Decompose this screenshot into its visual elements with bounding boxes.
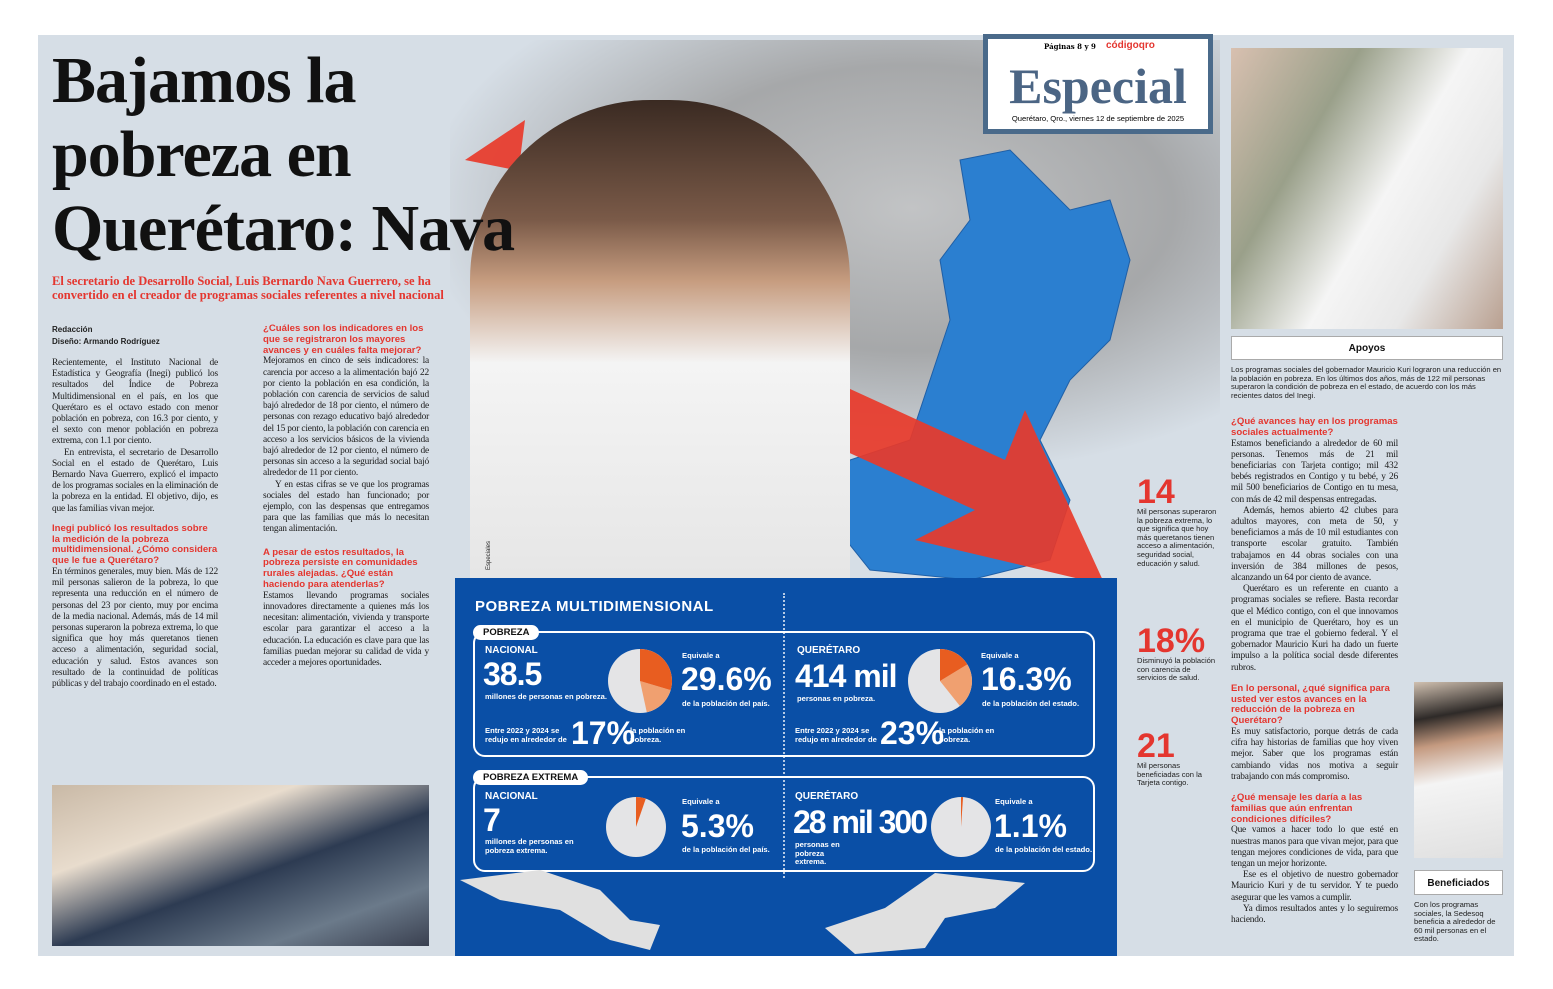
stat-value: 18% [1137,622,1206,660]
queretaro-label: QUERÉTARO [797,645,861,656]
answer: Estamos beneficiando a alrededor de 60 m… [1231,438,1398,505]
question: ¿Cuáles son los indicadores en los que s… [263,323,424,356]
answer: Que vamos a hacer todo lo que esté en nu… [1231,825,1398,870]
reduction-post: la población en pobreza. [939,726,995,744]
nacional-label: NACIONAL [485,645,538,656]
byline: Redacción [52,325,93,334]
queretaro-state-map-graphic [825,873,1025,954]
pie-slice-reduction [940,664,972,707]
pie-slice-percent [640,649,672,691]
article-column-2: ¿Cuáles son los indicadores en los que s… [263,315,429,669]
stat-value: 21 [1137,727,1175,765]
answer: Mejoramos en cinco de seis indicadores: … [263,356,429,479]
paragraph: En entrevista, el secretario de Desarrol… [52,447,218,514]
equiv-label: Equivale a [995,797,1033,806]
queretaro-value: 414 mil [795,658,898,694]
divider [783,593,785,878]
pie-slice-percent [940,649,968,681]
photo-credit: Especiales [486,540,492,570]
reduction-pct: 17% [571,715,636,751]
equiv-label: Equivale a [682,651,720,660]
stat-value: 14 [1137,473,1175,511]
extrema-tag: POBREZA EXTREMA [473,770,589,785]
dateline: Querétaro, Qro., viernes 12 de septiembr… [1011,114,1185,123]
nacional-value: 38.5 [483,656,542,692]
stat-14: 14 Mil personas superaron la pobreza ext… [1137,473,1217,568]
queretaro-pct: 1.1% [994,808,1067,844]
pct-of: de la población del estado. [982,699,1080,708]
nacional-pct: 5.3% [681,808,754,844]
answer: Además, hemos abierto 42 clubes para adu… [1231,505,1398,584]
nacional-pct: 29.6% [681,661,772,697]
beneficiados-caption: Con los programas sociales, la Sedesoq b… [1414,900,1496,944]
answer: Y en estas cifras se ve que los programa… [263,479,429,535]
nacional-unit: millones de personas en pobreza. [485,692,607,701]
queretaro-unit: personas en pobreza. [797,694,876,703]
pct-of: de la población del país. [682,845,770,854]
question: En lo personal, ¿qué significa para uste… [1231,682,1390,727]
nacional-unit: millones de personas en pobreza extrema. [485,837,574,855]
pie-slice-reduction [640,681,671,713]
nacional-value: 7 [483,802,501,838]
apoyos-title: Apoyos [1231,336,1503,360]
pie-chart-pobreza-nacional [608,649,672,713]
nacional-label: NACIONAL [485,791,538,802]
question: A pesar de estos resultados, la pobreza … [263,546,418,591]
equiv-label: Equivale a [981,651,1019,660]
poverty-infographic: POBREZA MULTIDIMENSIONAL POBREZA POBREZA… [455,578,1117,956]
apoyos-photo [1231,48,1503,329]
brand-logo: códigoqro [1106,40,1155,51]
queretaro-label: QUERÉTARO [795,791,859,802]
beneficiados-title: Beneficiados [1414,870,1503,895]
queretaro-value: 28 mil 300 [793,804,928,840]
equiv-label: Equivale a [682,797,720,806]
section-title: Especial [1009,58,1187,114]
stat-text: Mil personas beneficiadas con la Tarjeta… [1137,761,1203,788]
queretaro-pct: 16.3% [981,661,1072,697]
pie-slice-percent [636,797,646,827]
reduction-text: Entre 2022 y 2024 se redujo en alrededor… [485,726,567,744]
pobreza-tag: POBREZA [473,625,540,640]
apoyos-caption: Los programas sociales del gobernador Ma… [1231,365,1502,400]
stat-text: Disminuyó la población con carencia de s… [1137,656,1216,683]
paragraph: Recientemente, el Instituto Nacional de … [52,358,218,447]
answer: Querétaro es un referente en cuanto a pr… [1231,584,1398,673]
pct-of: de la población del país. [682,699,770,708]
reduction-text: Entre 2022 y 2024 se redujo en alrededor… [795,726,877,744]
design-credit: Diseño: Armando Rodríguez [52,337,160,346]
event-photo [52,785,429,946]
pie-chart-extrema-queretaro [931,797,991,857]
stat-18: 18% Disminuyó la población con carencia … [1137,622,1217,683]
headline: Bajamos la pobreza en Querétaro: Nava [52,44,515,265]
deck: El secretario de Desarrollo Social, Luis… [52,274,444,302]
question: Inegi publicó los resultados sobre la me… [52,522,218,567]
section-masthead: Páginas 8 y 9 códigoqro Especial Queréta… [983,34,1213,134]
stat-text: Mil personas superaron la pobreza extrem… [1137,507,1217,568]
answer: Es muy satisfactorio, porque detrás de c… [1231,727,1398,782]
answer: En términos generales, muy bien. Más de … [52,567,218,690]
answer: Estamos llevando programas sociales inno… [263,590,429,669]
pie-slice-percent [961,797,964,827]
page-numbers: Páginas 8 y 9 [1044,42,1096,51]
question: ¿Qué mensaje les daría a las familias qu… [1231,792,1363,825]
reduction-post: la población en pobreza. [630,726,686,744]
pct-of: de la población del estado. [995,845,1093,854]
article-column-3: ¿Qué avances hay en los programas social… [1231,408,1398,926]
article-column-1: Redacción Diseño: Armando Rodríguez Reci… [52,324,218,690]
pie-chart-pobreza-queretaro [908,649,972,713]
reduction-pct: 23% [880,715,945,751]
answer: Ese es el objetivo de nuestro gobernador… [1231,870,1398,903]
infographic-title: POBREZA MULTIDIMENSIONAL [475,598,714,615]
pie-chart-extrema-nacional [606,797,666,857]
answer: Ya dimos resultados antes y lo seguiremo… [1231,903,1398,926]
queretaro-unit: personas en pobreza extrema. [795,840,840,866]
question: ¿Qué avances hay en los programas social… [1231,416,1398,438]
beneficiados-photo [1414,682,1503,858]
main-portrait-photo [470,100,850,578]
stat-21: 21 Mil personas beneficiadas con la Tarj… [1137,727,1217,788]
mexico-map-graphic [460,870,660,950]
